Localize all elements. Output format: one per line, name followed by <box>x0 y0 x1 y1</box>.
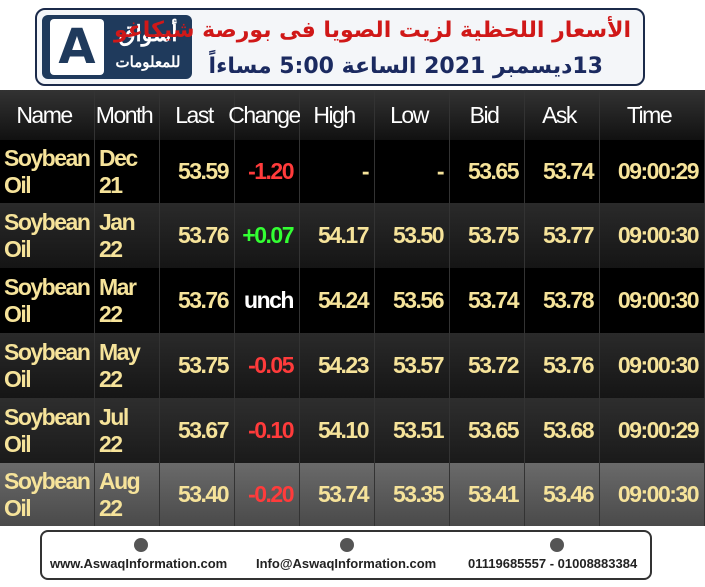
email: Info@AswaqInformation.com <box>256 556 437 571</box>
cell: 53.68 <box>525 398 600 463</box>
cell: 09:00:30 <box>600 268 705 333</box>
cell: 53.41 <box>450 463 525 526</box>
cell: -0.05 <box>235 333 300 398</box>
title: الأسعار اللحظية لزيت الصويا فى بورصة شيك… <box>113 18 631 43</box>
cell: Jul 22 <box>95 398 160 463</box>
cell: - <box>375 140 450 203</box>
cell: 54.24 <box>300 268 375 333</box>
cell: - <box>300 140 375 203</box>
cell: 53.35 <box>375 463 450 526</box>
header-cell: High <box>300 90 375 140</box>
phone: 01119685557 - 01008883384 <box>468 556 638 571</box>
cell: 53.57 <box>375 333 450 398</box>
cell: Soybean Oil <box>0 398 95 463</box>
cell: Soybean Oil <box>0 203 95 268</box>
header-cell: Month <box>95 90 160 140</box>
logo-mark: A <box>50 19 104 75</box>
cell: 54.23 <box>300 333 375 398</box>
cell: 53.56 <box>375 268 450 333</box>
cell: 53.51 <box>375 398 450 463</box>
cell: 54.10 <box>300 398 375 463</box>
cell: 53.74 <box>525 140 600 203</box>
footer: www.AswaqInformation.com Info@AswaqInfor… <box>40 530 652 580</box>
header-cell: Name <box>0 90 95 140</box>
cell: Mar 22 <box>95 268 160 333</box>
logo: A أسواق للمعلومات <box>42 15 192 79</box>
header-cell: Last <box>160 90 235 140</box>
cell: 09:00:30 <box>600 333 705 398</box>
cell: 53.65 <box>450 398 525 463</box>
cell: 53.40 <box>160 463 235 526</box>
header-cell: Low <box>375 90 450 140</box>
cell: 54.17 <box>300 203 375 268</box>
cell: 53.78 <box>525 268 600 333</box>
cell: 09:00:29 <box>600 140 705 203</box>
cell: Soybean Oil <box>0 268 95 333</box>
cell: -0.20 <box>235 463 300 526</box>
cell: 53.77 <box>525 203 600 268</box>
header-cell: Change <box>228 90 301 140</box>
cell: 53.59 <box>160 140 235 203</box>
cell: May 22 <box>95 333 160 398</box>
cell: Dec 21 <box>95 140 160 203</box>
cell: 53.74 <box>300 463 375 526</box>
cell: 53.76 <box>525 333 600 398</box>
price-table: Name Month Last Change High Low Bid Ask Time Soyb… <box>0 90 705 526</box>
cell: +0.07 <box>235 203 300 268</box>
cell: 53.65 <box>450 140 525 203</box>
cell: unch <box>235 268 300 333</box>
cell: 53.76 <box>160 203 235 268</box>
cell: 53.75 <box>160 333 235 398</box>
header-cell: Ask <box>525 90 600 140</box>
cell: Soybean Oil <box>0 333 95 398</box>
cell: 53.50 <box>375 203 450 268</box>
website: www.AswaqInformation.com <box>50 556 228 571</box>
cell: Aug 22 <box>95 463 160 526</box>
cell: 53.75 <box>450 203 525 268</box>
cell: 53.76 <box>160 268 235 333</box>
logo-sub: للمعلومات <box>115 54 181 71</box>
globe-icon <box>134 538 148 552</box>
cell: 09:00:30 <box>600 203 705 268</box>
logo-name: أسواق <box>118 21 178 46</box>
cell: 09:00:30 <box>600 463 705 526</box>
cell: Soybean Oil <box>0 140 95 203</box>
cell: 53.72 <box>450 333 525 398</box>
header: A أسواق للمعلومات الأسعار اللحظية لزيت ا… <box>35 8 645 86</box>
cell: Soybean Oil <box>0 463 95 526</box>
cell: 53.67 <box>160 398 235 463</box>
cell: -1.20 <box>235 140 300 203</box>
phone-icon <box>550 538 564 552</box>
cell: 53.46 <box>525 463 600 526</box>
cell: Jan 22 <box>95 203 160 268</box>
cell: 09:00:29 <box>600 398 705 463</box>
header-cell: Bid <box>450 90 525 140</box>
subtitle: 13ديسمبر 2021 الساعة 5:00 مساءاً <box>208 54 603 79</box>
mail-icon <box>340 538 354 552</box>
cell: 53.74 <box>450 268 525 333</box>
header-cell: Time <box>600 90 705 140</box>
cell: -0.10 <box>235 398 300 463</box>
